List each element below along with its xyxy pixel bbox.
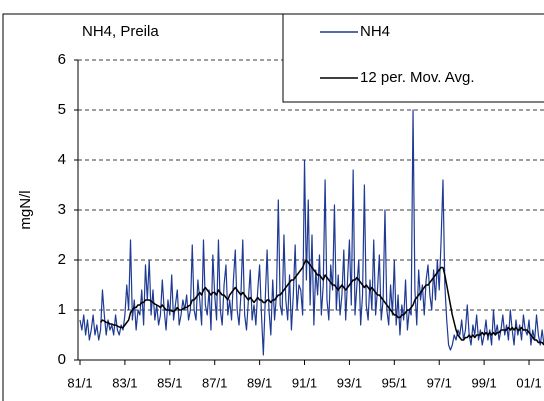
y-axis-label: mgN/l — [17, 190, 34, 229]
x-tick-label: 85/1 — [157, 375, 182, 390]
x-tick-label: 91/1 — [292, 375, 317, 390]
y-tick-label: 2 — [58, 251, 66, 268]
y-tick-label: 0 — [58, 351, 66, 368]
x-tick-label: 99/1 — [471, 375, 496, 390]
y-tick-label: 1 — [58, 301, 66, 318]
y-tick-label: 6 — [58, 51, 66, 68]
x-tick-label: 97/1 — [427, 375, 452, 390]
legend-label: 12 per. Mov. Avg. — [360, 69, 475, 86]
x-tick-label: 01/1 — [516, 375, 541, 390]
y-tick-label: 4 — [58, 151, 66, 168]
legend-items: NH4 12 per. Mov. Avg. — [320, 23, 475, 86]
legend-label: NH4 — [360, 23, 390, 40]
legend — [282, 13, 544, 103]
chart-title: NH4, Preila — [82, 23, 159, 40]
series-line — [99, 259, 544, 346]
x-tick-label: 95/1 — [382, 375, 407, 390]
x-tick-label: 83/1 — [112, 375, 137, 390]
x-tick-label: 81/1 — [67, 375, 92, 390]
y-tick-label: 5 — [58, 101, 66, 118]
x-tick-label: 87/1 — [202, 375, 227, 390]
y-tick-label: 3 — [58, 201, 66, 218]
x-tick-label: 93/1 — [337, 375, 362, 390]
series-line — [79, 109, 544, 356]
x-tick-label: 89/1 — [247, 375, 272, 390]
plot-area: 0 1 2 3 4 5 6 81/1 83/1 85/1 87/1 89/1 91/1 93/1 95/1 9… — [58, 51, 544, 390]
